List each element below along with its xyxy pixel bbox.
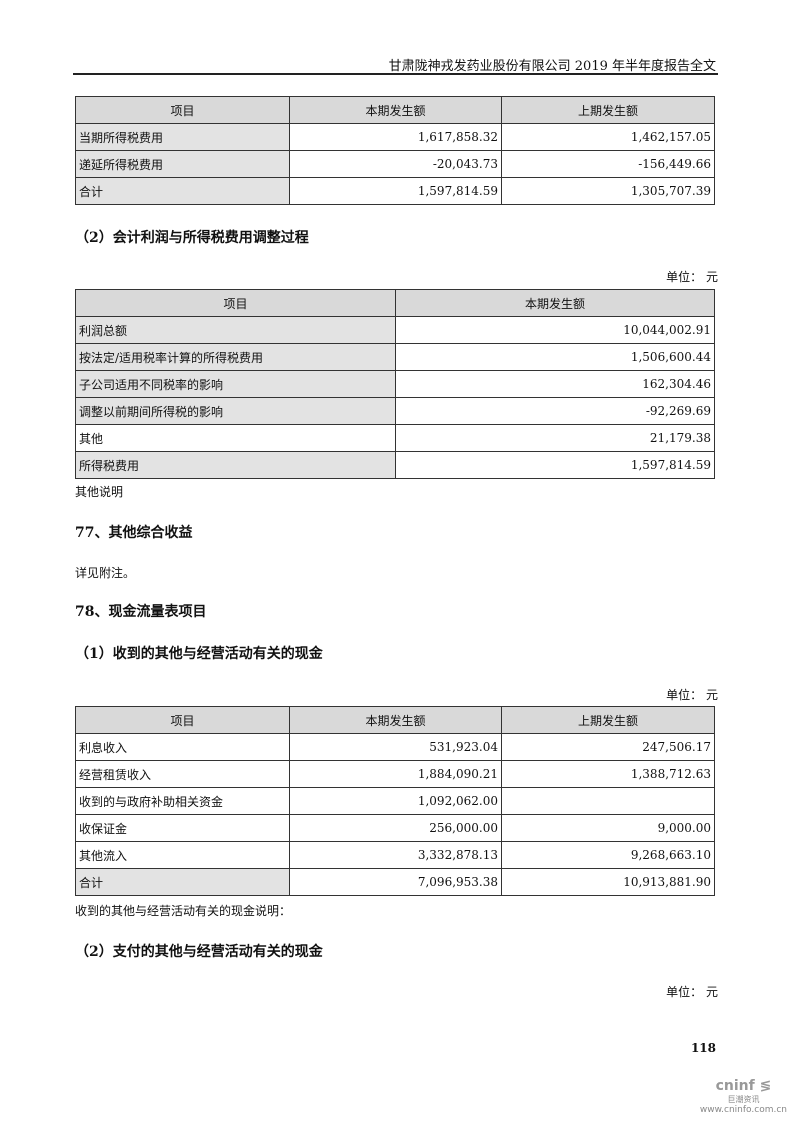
- cell-value: -156,449.66: [501, 150, 715, 178]
- table-row: 其他流入 3,332,878.13 9,268,663.10: [75, 841, 715, 869]
- subsection-heading: （1）收到的其他与经营活动有关的现金: [75, 646, 323, 662]
- column-header: 项目: [75, 289, 396, 317]
- cell-value: 3,332,878.13: [289, 841, 502, 869]
- row-label: 其他流入: [75, 841, 290, 869]
- table-row: 递延所得税费用 -20,043.73 -156,449.66: [75, 150, 715, 178]
- section-heading: （2）会计利润与所得税费用调整过程: [75, 230, 309, 246]
- column-header: 本期发生额: [395, 289, 715, 317]
- cell-value: 10,044,002.91: [395, 316, 715, 344]
- column-header: 上期发生额: [501, 96, 715, 124]
- cell-value: 1,305,707.39: [501, 177, 715, 205]
- cell-value: 10,913,881.90: [501, 868, 715, 896]
- cell-value: 21,179.38: [395, 424, 715, 452]
- row-label: 调整以前期间所得税的影响: [75, 397, 396, 425]
- section-heading: 78、现金流量表项目: [75, 604, 207, 620]
- tax-adjustment-table: 项目 本期发生额 利润总额 10,044,002.91 按法定/适用税率计算的所得税…: [75, 289, 715, 479]
- row-label: 其他: [75, 424, 396, 452]
- subsection-heading: （2）支付的其他与经营活动有关的现金: [75, 944, 323, 960]
- cell-value: 1,462,157.05: [501, 123, 715, 151]
- page-number: 118: [690, 1041, 716, 1055]
- cell-value: 1,597,814.59: [289, 177, 502, 205]
- table-row: 按法定/适用税率计算的所得税费用 1,506,600.44: [75, 343, 715, 371]
- unit-label: 单位： 元: [666, 985, 718, 999]
- column-header: 本期发生额: [289, 96, 502, 124]
- row-label: 利润总额: [75, 316, 396, 344]
- table-row: 收到的与政府补助相关资金 1,092,062.00: [75, 787, 715, 815]
- cash-received-notes: 收到的其他与经营活动有关的现金说明：: [75, 904, 292, 918]
- other-notes: 其他说明: [75, 485, 124, 499]
- row-label: 递延所得税费用: [75, 150, 290, 178]
- cell-value: 1,092,062.00: [289, 787, 502, 815]
- cell-value: 7,096,953.38: [289, 868, 502, 896]
- row-label: 收到的与政府补助相关资金: [75, 787, 290, 815]
- logo-name: cninf: [715, 1078, 755, 1094]
- row-label: 当期所得税费用: [75, 123, 290, 151]
- table-header-row: 项目 本期发生额 上期发生额: [75, 96, 715, 124]
- cell-value: 1,617,858.32: [289, 123, 502, 151]
- unit-label: 单位： 元: [666, 270, 718, 284]
- table-row: 所得税费用 1,597,814.59: [75, 451, 715, 479]
- cell-value: 1,388,712.63: [501, 760, 715, 788]
- cell-value: 531,923.04: [289, 733, 502, 761]
- cell-value: -20,043.73: [289, 150, 502, 178]
- cell-value: 256,000.00: [289, 814, 502, 842]
- table-header-row: 项目 本期发生额 上期发生额: [75, 706, 715, 734]
- row-label: 利息收入: [75, 733, 290, 761]
- logo-swirl-icon: ≶: [759, 1078, 772, 1094]
- logo-url: www.cninfo.com.cn: [699, 1105, 787, 1115]
- table-row: 利息收入 531,923.04 247,506.17: [75, 733, 715, 761]
- row-label: 按法定/适用税率计算的所得税费用: [75, 343, 396, 371]
- cell-value: [501, 787, 715, 815]
- unit-label: 单位： 元: [666, 688, 718, 702]
- row-label: 所得税费用: [75, 451, 396, 479]
- income-tax-table: 项目 本期发生额 上期发生额 当期所得税费用 1,617,858.32 1,462,15…: [75, 96, 715, 205]
- row-label: 合计: [75, 868, 290, 896]
- table-row: 子公司适用不同税率的影响 162,304.46: [75, 370, 715, 398]
- section-text: 详见附注。: [75, 566, 136, 580]
- table-row: 合计 7,096,953.38 10,913,881.90: [75, 868, 715, 896]
- row-label: 收保证金: [75, 814, 290, 842]
- row-label: 经营租赁收入: [75, 760, 290, 788]
- table-row: 合计 1,597,814.59 1,305,707.39: [75, 177, 715, 205]
- column-header: 项目: [75, 96, 290, 124]
- logo-cn: 巨潮资讯: [727, 1095, 760, 1104]
- section-heading: 77、其他综合收益: [75, 525, 193, 541]
- table-row: 收保证金 256,000.00 9,000.00: [75, 814, 715, 842]
- row-label: 子公司适用不同税率的影响: [75, 370, 396, 398]
- logo-wordmark: cninf ≶: [700, 1078, 787, 1094]
- cell-value: 247,506.17: [501, 733, 715, 761]
- column-header: 上期发生额: [501, 706, 715, 734]
- table-row: 当期所得税费用 1,617,858.32 1,462,157.05: [75, 123, 715, 151]
- table-row: 利润总额 10,044,002.91: [75, 316, 715, 344]
- cell-value: -92,269.69: [395, 397, 715, 425]
- cell-value: 1,884,090.21: [289, 760, 502, 788]
- table-header-row: 项目 本期发生额: [75, 289, 715, 317]
- column-header: 本期发生额: [289, 706, 502, 734]
- cell-value: 9,268,663.10: [501, 841, 715, 869]
- table-row: 经营租赁收入 1,884,090.21 1,388,712.63: [75, 760, 715, 788]
- row-label: 合计: [75, 177, 290, 205]
- table-row: 其他 21,179.38: [75, 424, 715, 452]
- column-header: 项目: [75, 706, 290, 734]
- table-row: 调整以前期间所得税的影响 -92,269.69: [75, 397, 715, 425]
- cell-value: 1,597,814.59: [395, 451, 715, 479]
- header-title: 甘肃陇神戎发药业股份有限公司 2019 年半年度报告全文: [388, 59, 716, 74]
- header-rule: [73, 73, 718, 75]
- cninfo-logo: cninf ≶ 巨潮资讯 www.cninfo.com.cn: [700, 1078, 787, 1115]
- cash-received-table: 项目 本期发生额 上期发生额 利息收入 531,923.04 247,506.17 经营…: [75, 706, 715, 896]
- cell-value: 9,000.00: [501, 814, 715, 842]
- cell-value: 1,506,600.44: [395, 343, 715, 371]
- cell-value: 162,304.46: [395, 370, 715, 398]
